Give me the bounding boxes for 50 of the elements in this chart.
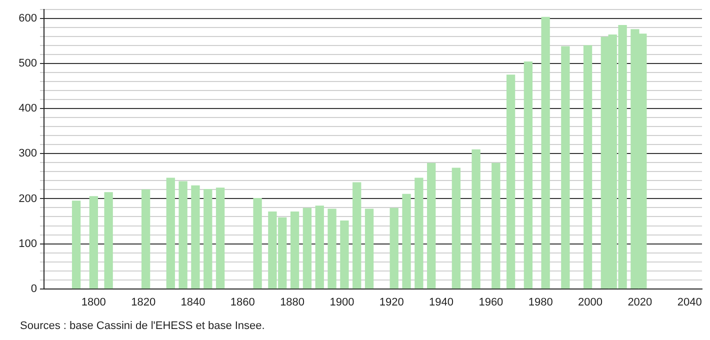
- x-tick-label: 2020: [628, 296, 652, 308]
- x-tick-label: 1920: [379, 296, 404, 308]
- x-tick-label: 1860: [230, 296, 255, 308]
- bar: [104, 192, 113, 289]
- bar: [452, 168, 461, 289]
- bar: [328, 208, 336, 289]
- x-tick-label: 2000: [578, 296, 603, 308]
- y-tick-label: 200: [18, 192, 37, 205]
- bar: [364, 208, 374, 289]
- bar: [72, 200, 81, 289]
- bar: [302, 208, 312, 289]
- bar: [561, 46, 570, 289]
- y-tick-label: 0: [30, 282, 37, 295]
- bar: [315, 206, 324, 289]
- bar: [204, 188, 212, 289]
- bar: [472, 149, 480, 289]
- x-tick-label: 1820: [131, 296, 156, 308]
- bar: [216, 188, 225, 289]
- bar: [141, 189, 150, 289]
- bar: [340, 220, 349, 289]
- x-tick-label: 1800: [81, 296, 106, 308]
- x-tick-label: 1960: [478, 296, 504, 308]
- source-note: Sources : base Cassini de l'EHESS et base Insee.: [20, 320, 265, 332]
- bar: [390, 208, 398, 289]
- bar: [178, 181, 188, 289]
- bar: [89, 196, 98, 289]
- x-tick-label: 1900: [330, 296, 354, 308]
- bar: [492, 162, 500, 289]
- bar: [402, 194, 411, 289]
- x-tick-label: 1880: [280, 296, 305, 308]
- bar: [414, 178, 424, 289]
- bar: [352, 182, 362, 289]
- y-tick-label: 500: [18, 58, 37, 70]
- x-tick-label: 1980: [528, 296, 553, 308]
- y-tick-label: 600: [18, 12, 37, 25]
- x-tick-label: 1940: [429, 296, 454, 308]
- bar: [253, 198, 262, 289]
- y-tick-label: 300: [18, 148, 37, 160]
- bar: [290, 211, 300, 289]
- bar: [191, 185, 200, 289]
- x-tick-label: 1840: [180, 296, 206, 308]
- y-tick-label: 400: [18, 102, 37, 115]
- x-tick-label: 2040: [677, 296, 702, 308]
- bar: [524, 62, 533, 289]
- bar: [506, 74, 516, 289]
- bar: [166, 178, 175, 289]
- bar: [427, 162, 436, 289]
- y-tick-label: 100: [18, 238, 37, 250]
- bar: [541, 16, 550, 289]
- bar: [583, 45, 592, 289]
